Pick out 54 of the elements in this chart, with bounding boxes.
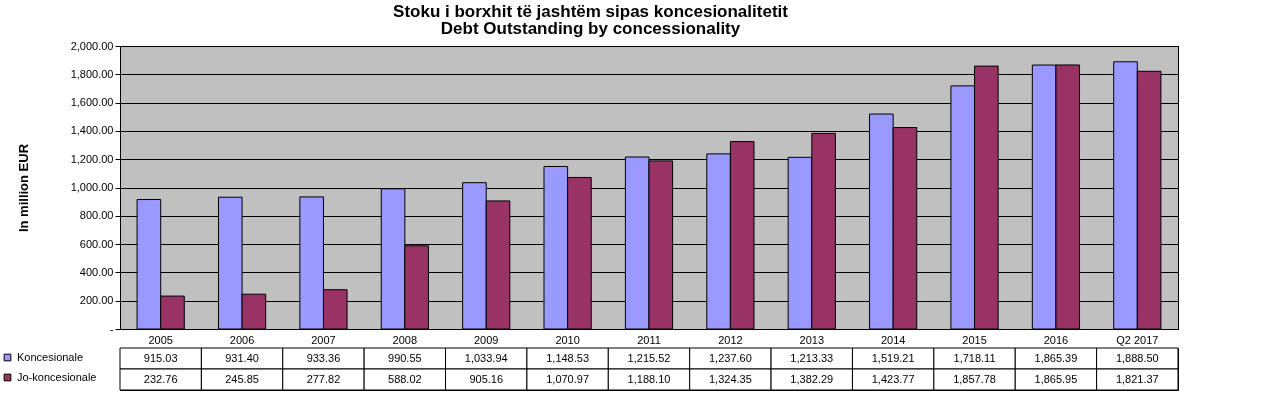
data-label: 990.55 xyxy=(388,351,422,364)
data-label: 1,215.52 xyxy=(627,351,671,364)
data-label: 1,865.39 xyxy=(1034,351,1078,364)
chart-title: Stoku i borxhit të jashtëm sipas koncesionalitetit xyxy=(393,1,789,21)
y-tick-label: 1,600.00 xyxy=(70,96,114,109)
y-tick-label: 600.00 xyxy=(79,237,114,250)
y-tick-label: 1,800.00 xyxy=(70,67,114,80)
x-tick-label: 2010 xyxy=(555,333,580,346)
data-label: 232.76 xyxy=(143,372,178,385)
y-tick-label: 1,400.00 xyxy=(70,124,114,137)
x-tick-label: Q2 2017 xyxy=(1116,333,1159,346)
y-tick-label: - xyxy=(109,322,114,335)
data-label: 915.03 xyxy=(143,351,178,364)
x-tick-label: 2015 xyxy=(962,333,987,346)
y-tick-label: 1,000.00 xyxy=(70,181,114,193)
y-tick-label: 200.00 xyxy=(79,294,114,307)
x-tick-label: 2005 xyxy=(148,333,173,346)
data-label: 1,070.97 xyxy=(546,372,590,385)
x-tick-label: 2011 xyxy=(637,333,661,346)
data-label: 1,033.94 xyxy=(464,351,508,364)
data-label: 1,821.37 xyxy=(1115,372,1159,385)
data-label: 905.16 xyxy=(469,372,504,385)
data-label: 1,148.53 xyxy=(546,351,590,364)
y-tick-label: 1,200.00 xyxy=(70,152,114,165)
data-label: 1,423.77 xyxy=(871,372,915,385)
data-label: 931.40 xyxy=(225,351,259,364)
y-axis-title: In million EUR xyxy=(15,143,31,233)
data-label: 933.36 xyxy=(306,351,341,364)
data-label: 1,519.21 xyxy=(871,351,915,364)
y-tick-label: 400.00 xyxy=(79,265,114,278)
x-tick-label: 2008 xyxy=(392,333,418,346)
x-tick-label: 2013 xyxy=(799,333,825,346)
x-tick-label: 2016 xyxy=(1043,333,1069,346)
data-label: 1,324.35 xyxy=(708,372,752,385)
x-tick-label: 2007 xyxy=(311,333,336,346)
x-tick-label: 2012 xyxy=(718,333,743,346)
legend-label: Koncesionale xyxy=(17,350,84,363)
legend-label: Jo-koncesionale xyxy=(17,370,97,383)
data-label: 277.82 xyxy=(306,372,341,385)
x-tick-label: 2006 xyxy=(229,333,255,346)
data-label: 588.02 xyxy=(388,372,422,385)
data-label: 1,857.78 xyxy=(953,372,996,385)
data-label: 1,888.50 xyxy=(1115,351,1159,364)
y-tick-label: 2,000.00 xyxy=(70,39,114,52)
data-label: 245.85 xyxy=(225,372,259,385)
data-label: 1,865.95 xyxy=(1034,372,1078,385)
x-tick-label: 2014 xyxy=(880,333,906,346)
x-tick-label: 2009 xyxy=(473,333,499,346)
y-tick-label: 800.00 xyxy=(79,209,114,222)
data-label: 1,237.60 xyxy=(708,351,752,364)
data-label: 1,382.29 xyxy=(790,372,834,385)
data-label: 1,188.10 xyxy=(627,372,671,385)
data-label: 1,718.11 xyxy=(953,351,996,364)
data-label: 1,213.33 xyxy=(790,351,834,364)
